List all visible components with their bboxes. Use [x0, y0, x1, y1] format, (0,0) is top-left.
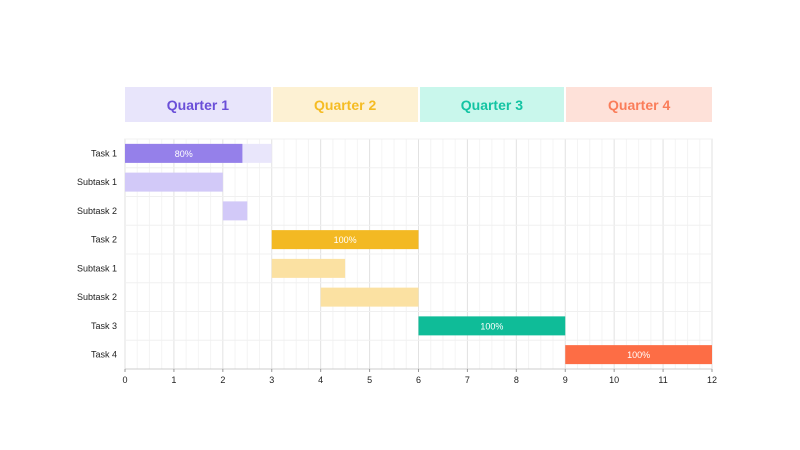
- x-tick-label: 7: [465, 375, 470, 385]
- task-bar: [125, 143, 243, 163]
- task-label: Task 4: [91, 350, 117, 360]
- x-tick-label: 1: [171, 375, 176, 385]
- x-tick-label: 3: [269, 375, 274, 385]
- task-label: Task 2: [91, 235, 117, 245]
- x-tick-label: 2: [220, 375, 225, 385]
- subtask-bar: [320, 287, 419, 307]
- task-bar: [271, 230, 419, 250]
- progress-label: 100%: [480, 321, 503, 331]
- quarter-header-4: Quarter 4: [566, 87, 712, 122]
- quarter-header-3: Quarter 3: [419, 87, 565, 122]
- x-tick-label: 8: [514, 375, 519, 385]
- x-tick-label: 12: [707, 375, 717, 385]
- task-bar: [565, 345, 712, 365]
- subtask-bar: [271, 258, 346, 278]
- x-tick-label: 5: [367, 375, 372, 385]
- task-label: Subtask 1: [77, 263, 117, 273]
- task-label: Task 1: [91, 148, 117, 158]
- progress-label: 100%: [627, 350, 650, 360]
- x-tick-label: 4: [318, 375, 323, 385]
- subtask-bar: [125, 172, 223, 192]
- task-bar: [418, 316, 566, 336]
- x-tick-label: 11: [658, 375, 667, 385]
- quarter-header-1: Quarter 1: [125, 87, 271, 122]
- x-tick-label: 6: [416, 375, 421, 385]
- task-label: Subtask 1: [77, 177, 117, 187]
- task-label: Subtask 2: [77, 206, 117, 216]
- progress-label: 100%: [334, 235, 357, 245]
- task-label: Task 3: [91, 321, 117, 331]
- subtask-bar: [222, 201, 248, 221]
- x-tick-label: 0: [122, 375, 127, 385]
- task-label: Subtask 2: [77, 292, 117, 302]
- x-tick-label: 9: [563, 375, 568, 385]
- x-tick-label: 10: [609, 375, 619, 385]
- quarter-header-2: Quarter 2: [272, 87, 418, 122]
- progress-label: 80%: [175, 149, 193, 159]
